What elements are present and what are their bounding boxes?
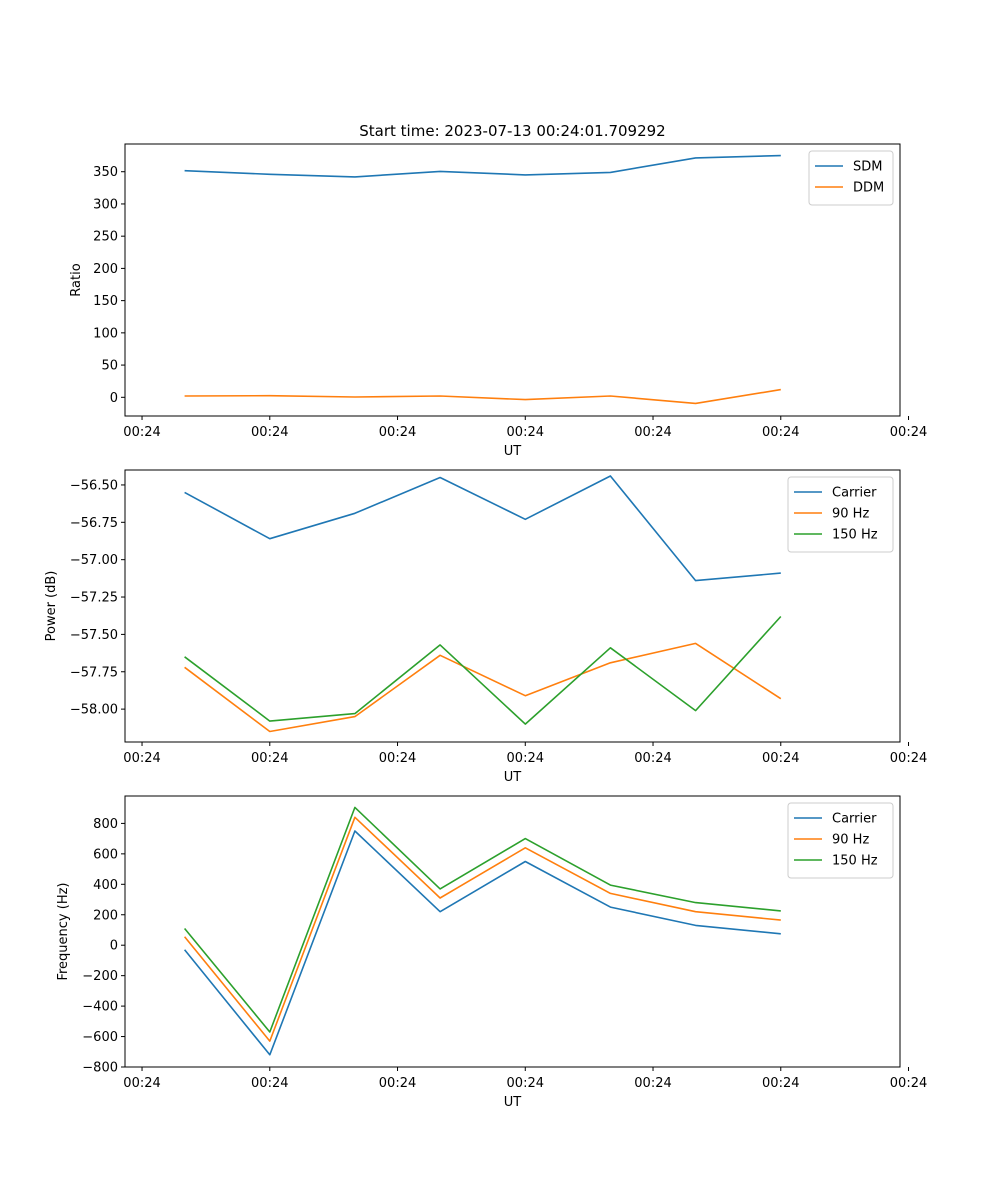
x-tick-label: 00:24	[379, 1076, 416, 1091]
y-axis-label: Frequency (Hz)	[56, 882, 71, 980]
x-tick-label: 00:24	[379, 751, 416, 766]
legend-label: Carrier	[832, 812, 877, 827]
x-tick-label: 00:24	[507, 425, 544, 440]
legend-label: 90 Hz	[832, 507, 869, 522]
axes-frame	[124, 143, 901, 417]
y-tick-label: −600	[82, 1030, 118, 1045]
y-tick-label: 200	[93, 262, 118, 277]
y-tick-label: −57.00	[70, 553, 118, 568]
series-line-ddm	[184, 388, 781, 405]
x-tick-label: 00:24	[634, 425, 671, 440]
x-tick-label: 00:24	[634, 751, 671, 766]
x-tick-label: 00:24	[251, 1076, 288, 1091]
axes-frame	[124, 795, 901, 1068]
legend: SDM DDM	[808, 150, 894, 206]
y-tick-label: −56.75	[70, 516, 118, 531]
x-tick-label: 00:24	[123, 751, 160, 766]
legend-box	[808, 150, 894, 206]
y-tick-label: −57.50	[70, 628, 118, 643]
x-tick-label: 00:24	[379, 425, 416, 440]
series-line-carrier	[183, 830, 781, 1056]
y-tick-label: 150	[93, 294, 118, 309]
y-tick-label: 350	[93, 165, 118, 180]
y-tick-label: −800	[82, 1061, 118, 1076]
x-tick-label: 00:24	[890, 425, 927, 440]
legend-label: DDM	[853, 181, 884, 196]
x-tick-label: 00:24	[634, 1076, 671, 1091]
legend-label: SDM	[853, 160, 882, 175]
x-tick-label: 00:24	[762, 425, 799, 440]
legend-label: 150 Hz	[832, 854, 878, 869]
legend-label: 150 Hz	[832, 528, 878, 543]
series-line-90-hz	[184, 642, 782, 733]
figure-title: Start time: 2023-07-13 00:24:01.709292	[359, 122, 665, 140]
x-axis-label: UT	[504, 1095, 522, 1110]
x-tick-label: 00:24	[507, 751, 544, 766]
x-tick-label: 00:24	[251, 425, 288, 440]
y-tick-label: 100	[93, 326, 118, 341]
axes-frame	[124, 469, 901, 743]
y-tick-label: −57.75	[70, 665, 118, 680]
y-axis-label: Power (dB)	[44, 571, 59, 642]
x-axis-label: UT	[504, 770, 522, 785]
series-line-150-hz	[184, 615, 782, 725]
series-line-carrier	[184, 475, 781, 582]
subplot-2: 00:24 00:24 00:24 00:24 00:24 00:24 00:24 −58.0…	[44, 469, 927, 785]
subplot-3: 00:24 00:24 00:24 00:24 00:24 00:24 00:24 −800 −…	[56, 795, 927, 1110]
y-tick-label: 0	[110, 939, 118, 954]
y-tick-label: 600	[93, 847, 118, 862]
y-tick-label: −57.25	[70, 591, 118, 606]
y-axis-label: Ratio	[69, 263, 84, 296]
y-tick-label: 400	[93, 878, 118, 893]
x-tick-label: 00:24	[507, 1076, 544, 1091]
x-tick-label: 00:24	[123, 425, 160, 440]
y-tick-label: 300	[93, 197, 118, 212]
x-tick-label: 00:24	[123, 1076, 160, 1091]
legend: Carrier 90 Hz 150 Hz	[787, 476, 894, 553]
y-tick-label: −200	[82, 969, 118, 984]
x-tick-label: 00:24	[890, 751, 927, 766]
y-tick-label: 0	[110, 391, 118, 406]
y-tick-label: −56.50	[70, 478, 118, 493]
legend: Carrier 90 Hz 150 Hz	[787, 802, 894, 879]
y-tick-label: 800	[93, 817, 118, 832]
x-tick-label: 00:24	[762, 751, 799, 766]
series-line-90-hz	[183, 816, 781, 1042]
x-tick-label: 00:24	[251, 751, 288, 766]
subplot-1: 00:24 00:24 00:24 00:24 00:24 00:24 00:24 0 50 10…	[69, 143, 927, 459]
y-tick-label: −58.00	[70, 703, 118, 718]
y-tick-label: 250	[93, 230, 118, 245]
y-tick-label: 200	[93, 908, 118, 923]
y-tick-label: −400	[82, 1000, 118, 1015]
y-tick-label: 50	[101, 359, 118, 374]
series-line-150-hz	[183, 806, 781, 1033]
x-tick-label: 00:24	[890, 1076, 927, 1091]
legend-label: Carrier	[832, 486, 877, 501]
x-axis-label: UT	[504, 444, 522, 459]
x-tick-label: 00:24	[762, 1076, 799, 1091]
legend-label: 90 Hz	[832, 833, 869, 848]
series-line-sdm	[184, 154, 781, 178]
